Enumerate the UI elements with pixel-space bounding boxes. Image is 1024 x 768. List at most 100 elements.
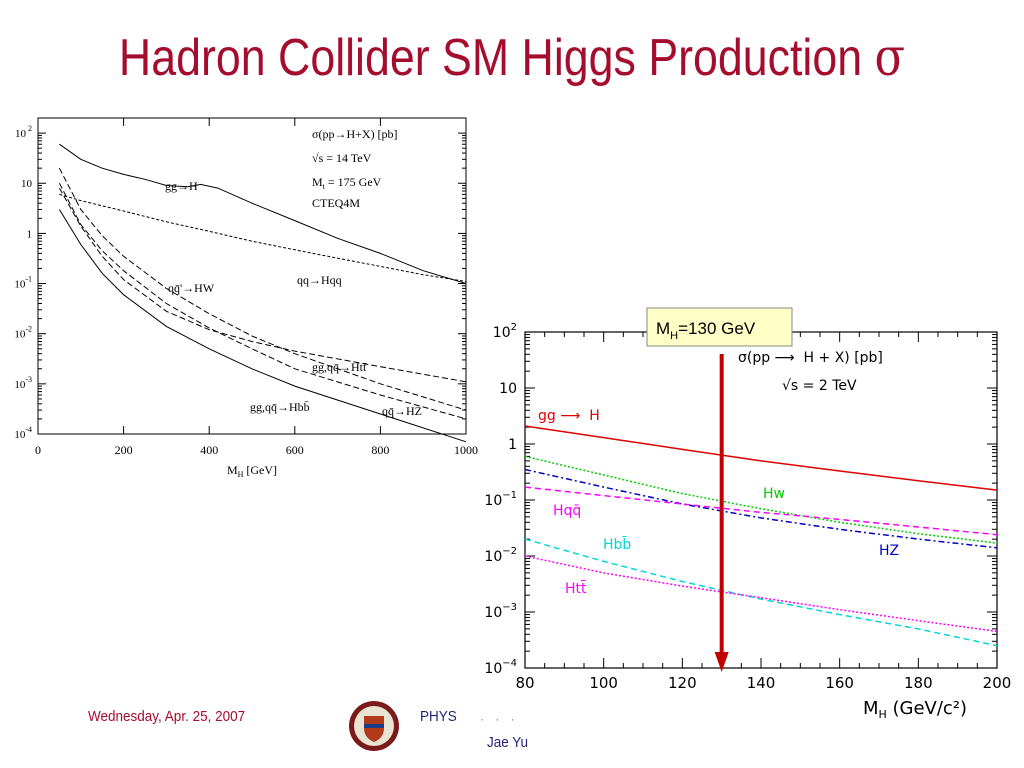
chart-tevatron-y-tick-label: 1 [508,437,517,453]
mh-label-rest: =130 GeV [678,319,756,338]
chart-tevatron-series-label: HZ [879,543,899,559]
chart-tevatron-series-label: gg ⟶ H [538,408,600,424]
chart-tevatron-x-tick-label: 120 [668,674,697,692]
chart-tevatron-x-tick-label: 180 [904,674,933,692]
chart-tevatron-y-tick-label: 10−1 [484,490,517,509]
chart-lhc-x-label-main: M [227,463,238,477]
chart-tevatron-series-label: Htt̄ [565,579,587,597]
chart-lhc-y-tick-base: 1 [27,228,33,240]
chart-tevatron-y-tick-base: 10 [484,605,502,621]
chart-lhc-y-tick-base: 10 [21,178,33,190]
chart-lhc-series-line [58,182,467,420]
chart-lhc-y-tick-label: 1 [27,228,33,240]
chart-tevatron-y-tick-exp: −3 [502,602,517,613]
chart-tevatron-series-line [524,468,998,549]
chart-lhc-x-tick-label: 0 [35,443,41,457]
chart-lhc-y-tick-label: 10-4 [14,425,32,441]
chart-tevatron-info-line: σ(pp ⟶ H + X) [pb] [738,350,883,366]
title-sigma: σ [874,28,906,88]
chart-lhc-y-tick-exp: -2 [25,325,32,334]
chart-lhc-y-tick-base: 10 [14,279,26,291]
chart-lhc-series-line [58,209,467,443]
chart-tevatron-y-tick-base: 10 [484,549,502,565]
chart-lhc-x-label-sub: H [238,470,244,479]
chart-lhc-info-text: CTEQ4M [312,196,360,210]
chart-tevatron-series-label: Hqq̄ [553,503,581,519]
chart-lhc-y-tick-exp: -3 [25,375,32,384]
footer-author: Jae Yu [487,734,529,751]
university-seal-icon [348,700,400,752]
chart-lhc-y-tick-label: 10 2 [15,124,32,140]
chart-tevatron-series-label: Hw [763,486,785,502]
mh-label-sub: H [670,330,678,342]
chart-tevatron-x-tick-label: 160 [825,674,854,692]
chart-lhc-series-label: gg,qq̄→Htt̄ [312,360,367,374]
chart-tevatron-y-tick-label: 10−3 [484,602,517,621]
chart-tevatron-y-tick-label: 10 [499,381,517,397]
footer-dots: · · · [480,712,519,726]
chart-lhc-y-tick-exp: -1 [25,275,32,284]
chart-lhc-x-tick-label: 400 [200,443,218,457]
chart-tevatron-frame [524,331,998,669]
chart-lhc-info-text: σ(pp→H+X) [pb] [312,127,398,141]
chart-lhc-x-label-rest: [GeV] [243,463,277,477]
footer-course: PHYS [420,708,457,725]
chart-lhc-series-line [59,193,467,282]
slide-title: Hadron Collider SM Higgs Production σ [72,28,953,88]
chart-lhc-series-line [58,187,467,383]
chart-tevatron-x-tick-label: 100 [589,674,618,692]
chart-tevatron-y-tick-base: 10 [484,493,502,509]
mh-annotation-group: MH=130 GeV [646,307,793,672]
chart-tevatron-series-line [524,486,998,536]
chart-tevatron-series-line [524,555,998,633]
chart-tevatron-series-line [524,455,998,544]
chart-tevatron-series-line [524,425,998,491]
chart-tevatron-series-line [524,538,998,647]
mh-arrow-head [714,652,729,672]
chart-lhc-y-tick-exp: 2 [26,124,32,133]
chart-tevatron-x-tick-label: 200 [983,674,1012,692]
mh-label-main: M [656,319,670,338]
chart-tevatron-x-tick-label: 140 [747,674,776,692]
chart-lhc-y-tick-exp: -4 [25,425,32,434]
chart-lhc-y-tick-label: 10-3 [14,375,32,391]
chart-tevatron-x-label-sub: H [878,708,886,721]
chart-lhc-info-text: √s = 14 TeV [312,151,372,165]
chart-lhc-y-tick-base: 10 [15,128,27,140]
chart-lhc-info-mt-rest: = 175 GeV [325,175,382,189]
chart-tevatron-group: 80 100 120 140 160 180 20010210110−110−210−310… [484,322,1011,721]
chart-tevatron-y-tick-exp: −2 [502,546,517,557]
chart-lhc-series-label: qq̄→HZ [382,404,422,418]
chart-tevatron-series-label: Hbb̄ [603,535,631,553]
chart-lhc-x-tick-label: 200 [115,443,133,457]
chart-lhc-info-line: σ(pp→H+X) [pb] [312,127,398,141]
slide-title-text: Hadron Collider SM Higgs Production [118,29,875,87]
chart-tevatron-x-label-main: M [863,698,879,719]
chart-lhc-x-tick-label: 1000 [454,443,478,457]
chart-lhc-x-tick-label: 800 [371,443,389,457]
chart-lhc-info-line: Mt = 175 GeV [312,175,382,191]
chart-lhc-series-label: qq→Hqq [297,273,342,287]
chart-lhc-info-line: √s = 14 TeV [312,151,372,165]
chart-tevatron-y-tick-label: 102 [493,322,517,341]
chart-lhc-y-tick-label: 10-2 [14,325,32,341]
chart-tevatron-y-tick-base: 1 [508,437,517,453]
mh-label: MH=130 GeV [656,319,756,342]
chart-lhc-series-line [59,143,467,284]
chart-tevatron-y-tick-base: 10 [484,661,502,677]
chart-lhc-info-text: M [312,175,323,189]
chart-tevatron-y-tick-base: 10 [499,381,517,397]
chart-tevatron-y-tick-exp: −4 [502,658,517,669]
chart-lhc-x-label: MH [GeV] [227,463,277,479]
chart-lhc-y-tick-base: 10 [14,379,26,391]
chart-lhc-series-label: gg→H [165,179,198,193]
chart-lhc-series-label: gg,qq̄→Hbb̄ [250,400,310,414]
chart-tevatron-y-tick-exp: −1 [502,490,517,501]
chart-tevatron-y-tick-label: 10−4 [484,658,517,677]
chart-tevatron-y-tick-label: 10−2 [484,546,517,565]
chart-tevatron-x-label: MH (GeV/c²) [863,698,967,721]
chart-lhc-y-tick-label: 10 [21,178,33,190]
chart-tevatron-x-label-rest: (GeV/c²) [887,698,967,719]
